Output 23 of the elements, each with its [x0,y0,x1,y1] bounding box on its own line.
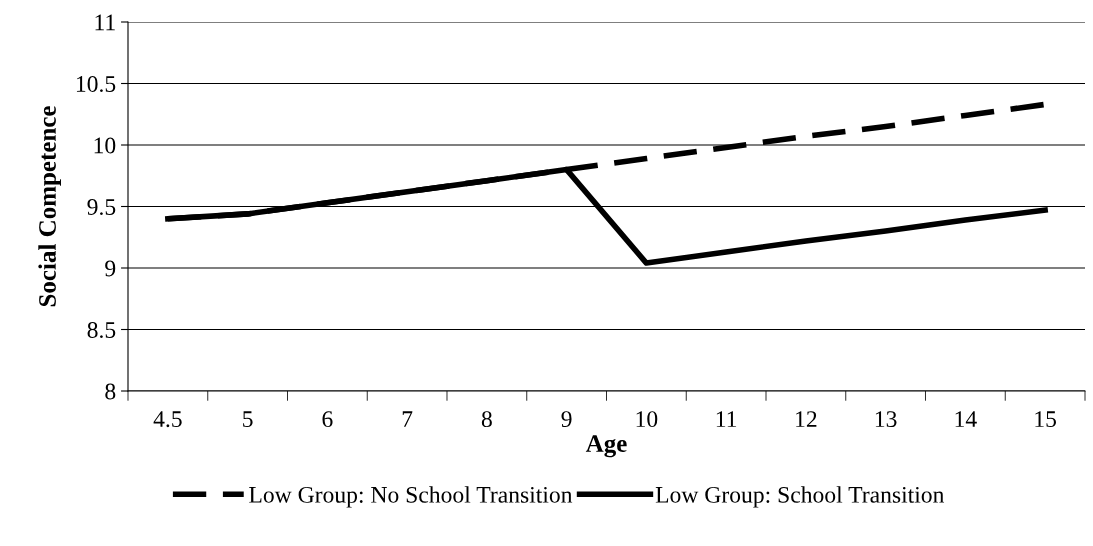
x-tick-label: 11 [716,411,737,427]
y-tick-label: 10.5 [76,75,116,93]
legend-label: Low Group: School Transition [655,486,945,508]
y-tick-label: 10 [94,137,116,154]
x-tick-label: 13 [875,411,897,428]
y-tick-label: 8 [105,383,116,400]
x-tick-label: 14 [955,411,977,427]
x-tick-label: 6 [322,411,333,428]
y-tick-label: 9.5 [87,199,116,216]
legend-label: Low Group: No School Transition [249,486,573,508]
x-tick-label: 10 [636,411,658,428]
x-tick-label: 12 [796,411,817,427]
x-axis-title: Age [585,435,627,458]
y-axis-title: Social Competence [38,106,61,307]
x-tick-label: 9 [561,411,572,428]
x-tick-label: 8 [481,411,492,428]
x-tick-label: 15 [1035,411,1057,428]
y-tick-label: 9 [105,260,116,277]
x-tick-label: 4.5 [153,411,182,428]
x-tick-label: 7 [402,411,413,427]
y-tick-label: 8.5 [87,321,116,339]
y-tick-label: 11 [95,14,115,31]
x-tick-label: 5 [243,411,253,428]
